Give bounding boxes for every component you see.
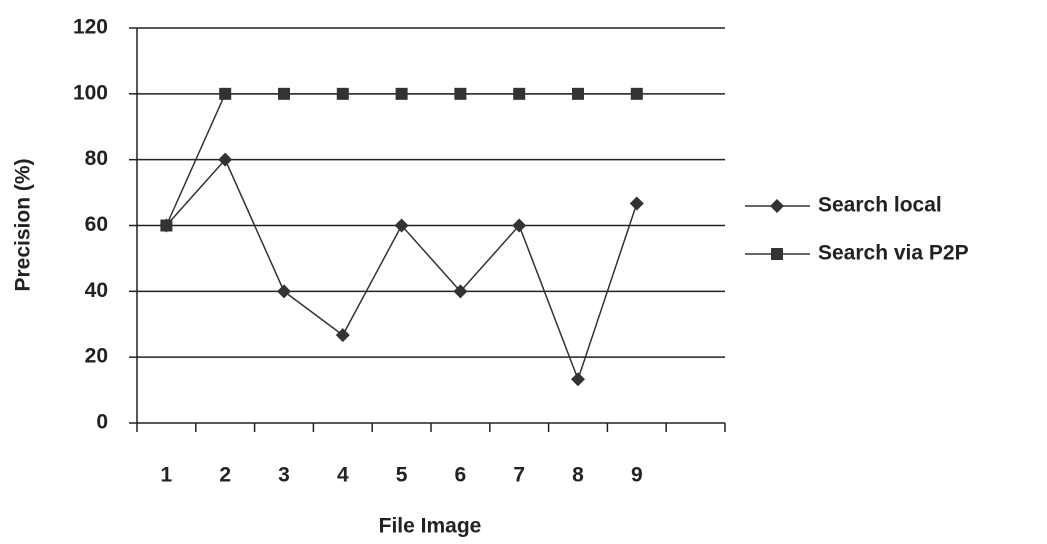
y-tick-label: 100: [73, 81, 108, 104]
series-line: [166, 160, 636, 380]
x-tick-label: 3: [278, 464, 290, 487]
legend-label: Search via P2P: [818, 242, 969, 265]
x-tick-label: 1: [161, 464, 173, 487]
data-point: [396, 88, 408, 100]
x-axis-title: File Image: [379, 515, 482, 538]
legend-label: Search local: [818, 194, 942, 217]
data-point: [278, 88, 290, 100]
y-tick-label: 80: [85, 147, 108, 170]
data-point: [571, 372, 585, 386]
x-tick-label: 7: [513, 464, 525, 487]
legend-marker: [770, 199, 784, 213]
chart: File Image Precision (%) 0 20 40 60 80 100 120…: [0, 0, 1047, 544]
data-point: [513, 88, 525, 100]
data-point: [454, 88, 466, 100]
x-tick-label: 8: [572, 464, 584, 487]
y-tick-label: 120: [73, 16, 108, 39]
data-point: [630, 196, 644, 210]
data-point: [572, 88, 584, 100]
x-tick-label: 2: [219, 464, 231, 487]
data-point: [160, 220, 172, 232]
x-tick-label: 6: [455, 464, 467, 487]
y-tick-label: 0: [96, 411, 108, 434]
page: {"chart_data": {"type": "line", "x_label…: [0, 0, 1047, 544]
data-point: [631, 88, 643, 100]
x-tick-label: 4: [337, 464, 349, 487]
legend-marker: [771, 248, 783, 260]
y-tick-label: 60: [85, 213, 108, 236]
x-tick-label: 9: [631, 464, 643, 487]
data-point: [277, 284, 291, 298]
data-point: [337, 88, 349, 100]
y-axis-title: Precision (%): [12, 158, 35, 291]
y-tick-label: 20: [85, 345, 108, 368]
y-tick-label: 40: [85, 279, 108, 302]
data-point: [336, 328, 350, 342]
data-point: [219, 88, 231, 100]
x-tick-label: 5: [396, 464, 408, 487]
